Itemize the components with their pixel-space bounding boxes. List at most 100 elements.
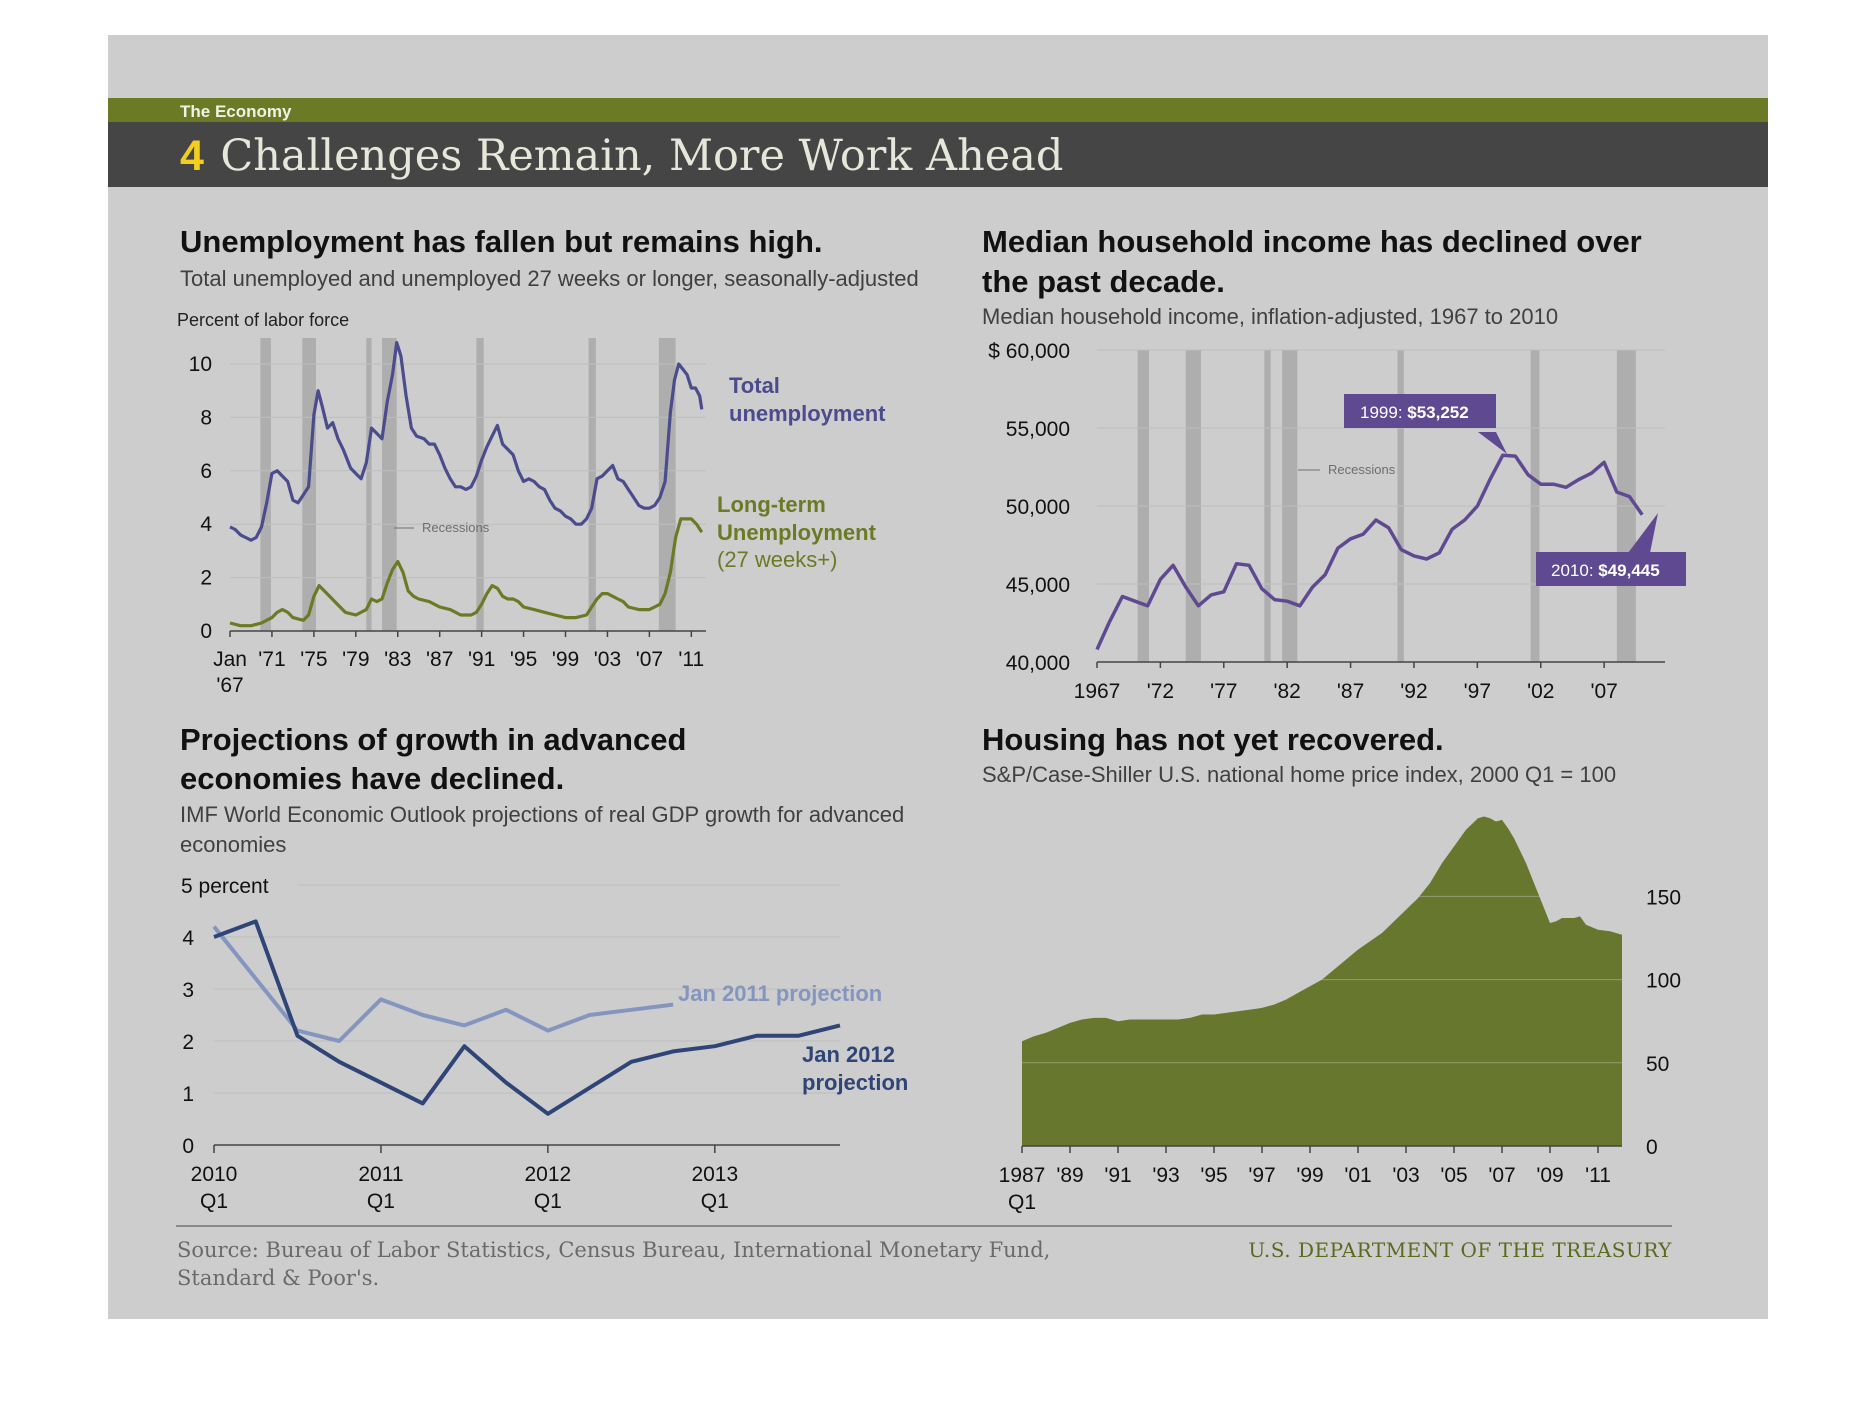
xtick-label-0: 2010 [191,1163,238,1186]
recession-bar-0 [260,338,271,631]
xtick-sublabel-0: '67 [216,674,243,697]
xtick-sublabel-2: Q1 [534,1190,562,1213]
callout-1999: 1999: $53,252 [1344,394,1507,454]
header-dark-band [108,122,1768,187]
xtick-label-5: '92 [1400,680,1427,703]
xtick-label-3: '93 [1152,1164,1179,1187]
source-line2: Standard & Poor's. [177,1266,379,1290]
unemployment-title: Unemployment has fallen but remains high… [180,224,823,259]
xtick-label-3: 2013 [691,1163,738,1186]
xtick-label-1: '72 [1147,680,1174,703]
long-term-label-line2: Unemployment [717,520,877,545]
income-subtitle: Median household income, inflation-adjus… [982,304,1558,329]
xtick-label-5: '87 [426,648,453,671]
recession-bar-5 [588,338,596,631]
xtick-label-9: '03 [594,648,621,671]
xtick-label-0: 1987 [999,1164,1046,1187]
xtick-label-11: '11 [678,648,704,671]
treasury-wordmark: U.S. DEPARTMENT OF THE TREASURY [1248,1238,1672,1262]
ytick-label-2: 2 [182,1031,194,1054]
income-chart: 40,000 45,000 50,000 55,000 $ 60,000 1967 '72 '… [988,340,1665,703]
xtick-label-5: '97 [1248,1164,1275,1187]
xtick-label-10: '07 [1488,1164,1515,1187]
total-unemployment-label-line1: Total [729,373,780,398]
ytick-label-60000: $ 60,000 [988,340,1070,363]
jan-2011-label: Jan 2011 projection [678,981,882,1006]
ytick-label-50000: 50,000 [1006,496,1070,519]
series-area-home-price-index [1022,816,1622,1146]
xtick-label-6: '91 [468,648,495,671]
ytick-label-3: 3 [182,979,194,1002]
long-term-label-line3: (27 weeks+) [717,547,837,572]
jan-2012-label-line1: Jan 2012 [802,1042,895,1067]
xtick-label-2: '91 [1104,1164,1131,1187]
section-label: The Economy [180,102,292,121]
xtick-label-4: '87 [1337,680,1364,703]
headline-number: 4 [180,132,204,180]
income-title-line1: Median household income has declined ove… [982,224,1642,259]
ytick-label-2: 2 [200,567,212,590]
ytick-label-55000: 55,000 [1006,418,1070,441]
xtick-label-3: '79 [342,648,369,671]
recession-bar-4 [476,338,484,631]
ytick-label-50: 50 [1646,1053,1669,1076]
xtick-label-7: '95 [510,648,537,671]
ytick-label-10: 10 [189,353,212,376]
headline-text: Challenges Remain, More Work Ahead [220,131,1063,181]
callout-2010-text: 2010: $49,445 [1551,561,1660,580]
ytick-label-4: 4 [200,513,212,536]
ytick-label-1: 1 [182,1083,194,1106]
long-term-label-line1: Long-term [717,492,826,517]
ytick-label-45000: 45,000 [1006,574,1070,597]
callout-1999-box [1344,394,1496,428]
ytick-label-0: 0 [182,1135,194,1158]
ytick-label-5: 5 percent [181,875,269,898]
xtick-label-8: '07 [1590,680,1617,703]
callout-1999-pointer [1478,432,1507,454]
xtick-label-8: '99 [552,648,579,671]
callout-1999-year: 1999: [1360,403,1407,422]
housing-subtitle: S&P/Case-Shiller U.S. national home pric… [982,762,1616,787]
ytick-label-100: 100 [1646,970,1681,993]
xtick-label-4: '95 [1200,1164,1227,1187]
xtick-label-10: '07 [636,648,663,671]
unemployment-subtitle: Total unemployed and unemployed 27 weeks… [180,266,919,291]
imf-title-line1: Projections of growth in advanced [180,722,686,757]
ytick-label-150: 150 [1646,886,1681,909]
callout-2010-year: 2010: [1551,561,1598,580]
xtick-label-11: '09 [1536,1164,1563,1187]
imf-subtitle-line2: economies [180,832,286,857]
imf-title-line2: economies have declined. [180,761,564,796]
housing-title: Housing has not yet recovered. [982,722,1444,757]
recession-bar-2 [366,338,372,631]
xtick-label-7: '01 [1344,1164,1371,1187]
xtick-label-6: '97 [1464,680,1491,703]
ytick-label-0: 0 [1646,1136,1658,1159]
callout-2010-pointer [1628,513,1658,553]
xtick-label-9: '05 [1440,1164,1467,1187]
ytick-label-4: 4 [182,927,194,950]
series-line-total-unemployment [229,341,704,542]
xtick-label-0: Jan [213,648,247,671]
ytick-label-8: 8 [200,406,212,429]
jan-2012-label-line2: projection [802,1070,908,1095]
xtick-sublabel-0: Q1 [1008,1191,1036,1214]
xtick-label-2: '77 [1210,680,1237,703]
callout-1999-value: $53,252 [1407,403,1468,422]
series-line-jan-2012-projection [213,919,841,1116]
unemployment-chart: 0 2 4 6 8 10 Jan '67 '71 '75 '79 '83 '87 '91 '95 '99 '03… [189,338,706,697]
callout-1999-text: 1999: $53,252 [1360,403,1469,422]
imf-subtitle-line1: IMF World Economic Outlook projections o… [180,802,904,827]
xtick-label-4: '83 [384,648,411,671]
xtick-label-2: 2012 [525,1163,572,1186]
header-green-band [108,98,1768,122]
ytick-label-40000: 40,000 [1006,652,1070,675]
series-line-jan-2011-projection [212,925,674,1043]
xtick-sublabel-3: Q1 [701,1190,729,1213]
series-line-long-term-unemployment [229,517,704,628]
xtick-label-2: '75 [300,648,327,671]
ytick-label-0: 0 [200,620,212,643]
xtick-label-1: 2011 [358,1163,403,1186]
source-line1: Source: Bureau of Labor Statistics, Cens… [177,1238,1050,1262]
